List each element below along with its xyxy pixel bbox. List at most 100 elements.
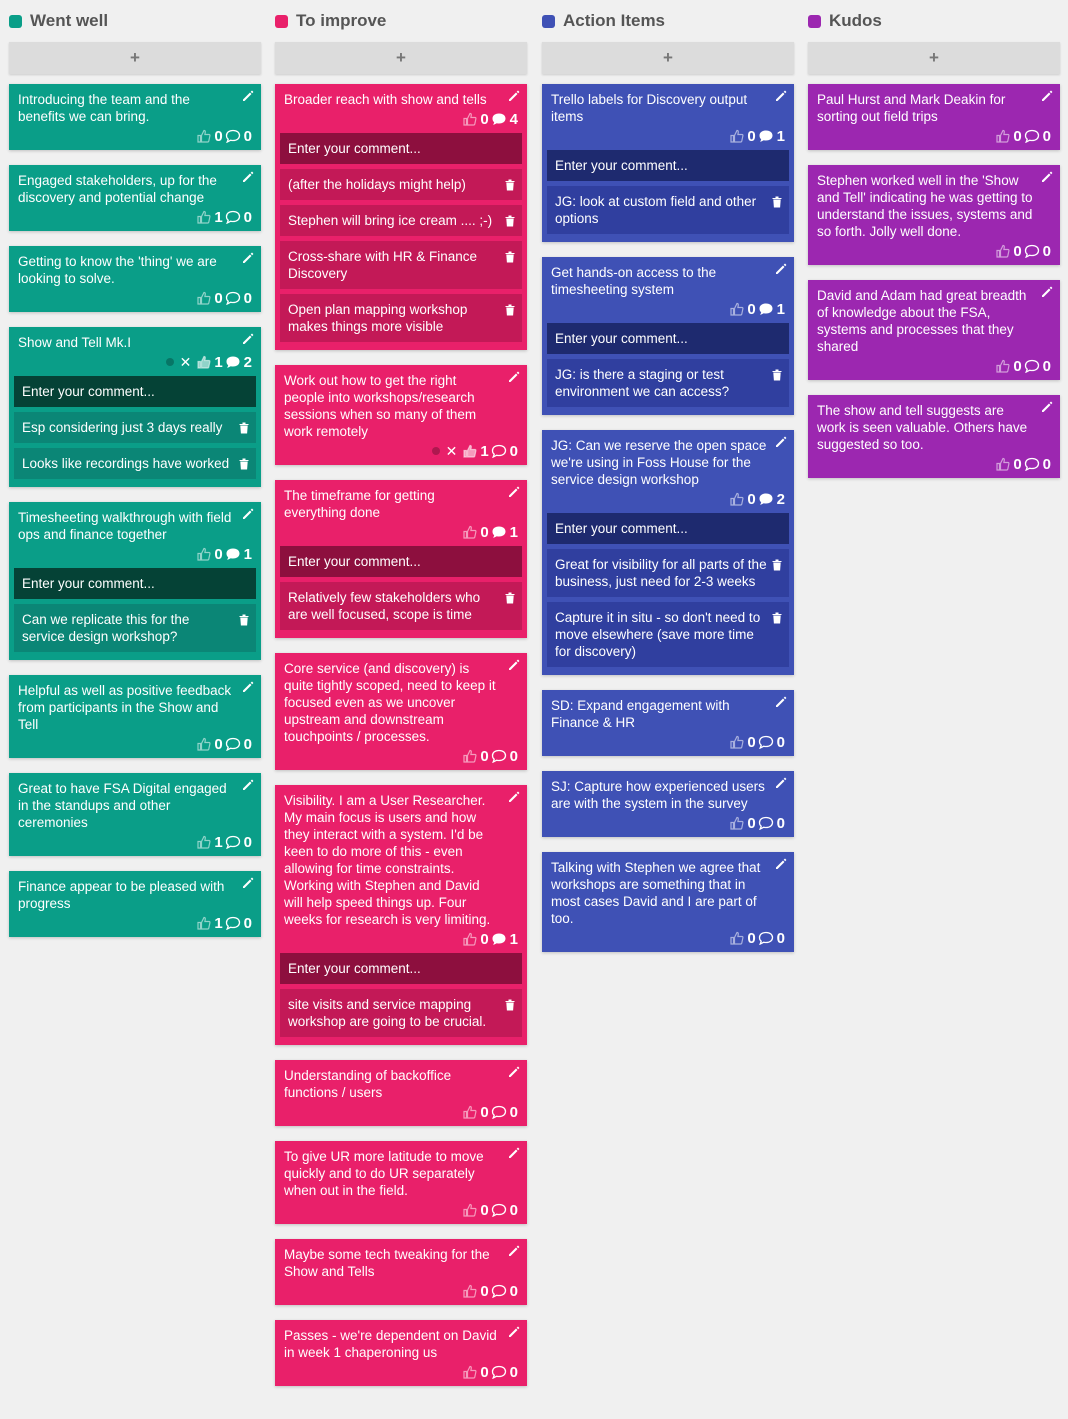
thumbs-up-icon[interactable]	[197, 547, 211, 561]
close-icon[interactable]: ✕	[179, 353, 192, 370]
trash-icon[interactable]	[239, 457, 249, 470]
add-card-button[interactable]: +	[542, 42, 794, 74]
comment-input[interactable]: Enter your comment...	[547, 513, 789, 544]
pencil-icon[interactable]	[508, 659, 520, 671]
comment-input[interactable]: Enter your comment...	[547, 150, 789, 181]
speech-bubble-icon[interactable]	[1024, 129, 1040, 144]
speech-bubble-icon[interactable]	[491, 932, 507, 946]
thumbs-up-icon[interactable]	[730, 129, 744, 143]
speech-bubble-icon[interactable]	[225, 547, 241, 561]
trash-icon[interactable]	[505, 250, 515, 263]
thumbs-up-icon[interactable]	[730, 302, 744, 316]
pencil-icon[interactable]	[508, 1326, 520, 1338]
pencil-icon[interactable]	[1041, 90, 1053, 102]
speech-bubble-icon[interactable]	[225, 210, 241, 225]
thumbs-up-icon[interactable]	[996, 457, 1010, 471]
pencil-icon[interactable]	[508, 791, 520, 803]
trash-icon[interactable]	[505, 303, 515, 316]
speech-bubble-icon[interactable]	[758, 492, 774, 506]
thumbs-up-icon[interactable]	[463, 112, 477, 126]
pencil-icon[interactable]	[242, 877, 254, 889]
speech-bubble-icon[interactable]	[225, 291, 241, 306]
pencil-icon[interactable]	[508, 1245, 520, 1257]
pencil-icon[interactable]	[508, 90, 520, 102]
speech-bubble-icon[interactable]	[491, 1365, 507, 1380]
speech-bubble-icon[interactable]	[1024, 244, 1040, 259]
speech-bubble-icon[interactable]	[491, 525, 507, 539]
thumbs-up-icon[interactable]	[996, 244, 1010, 258]
thumbs-up-icon[interactable]	[197, 129, 211, 143]
comment-input[interactable]: Enter your comment...	[14, 376, 256, 407]
speech-bubble-icon[interactable]	[225, 916, 241, 931]
speech-bubble-icon[interactable]	[1024, 457, 1040, 472]
pencil-icon[interactable]	[508, 371, 520, 383]
thumbs-up-icon[interactable]	[197, 916, 211, 930]
comment-input[interactable]: Enter your comment...	[280, 546, 522, 577]
add-card-button[interactable]: +	[275, 42, 527, 74]
comment-input[interactable]: Enter your comment...	[14, 568, 256, 599]
speech-bubble-icon[interactable]	[225, 737, 241, 752]
trash-icon[interactable]	[505, 178, 515, 191]
pencil-icon[interactable]	[242, 252, 254, 264]
thumbs-up-icon[interactable]	[197, 355, 211, 369]
add-card-button[interactable]: +	[9, 42, 261, 74]
trash-icon[interactable]	[239, 421, 249, 434]
speech-bubble-icon[interactable]	[225, 835, 241, 850]
speech-bubble-icon[interactable]	[491, 749, 507, 764]
comment-input[interactable]: Enter your comment...	[280, 133, 522, 164]
thumbs-up-icon[interactable]	[463, 749, 477, 763]
pencil-icon[interactable]	[242, 508, 254, 520]
speech-bubble-icon[interactable]	[1024, 359, 1040, 374]
speech-bubble-icon[interactable]	[491, 1105, 507, 1120]
thumbs-up-icon[interactable]	[463, 1365, 477, 1379]
thumbs-up-icon[interactable]	[996, 129, 1010, 143]
pencil-icon[interactable]	[775, 436, 787, 448]
thumbs-up-icon[interactable]	[197, 835, 211, 849]
pencil-icon[interactable]	[242, 779, 254, 791]
pencil-icon[interactable]	[242, 333, 254, 345]
pencil-icon[interactable]	[1041, 171, 1053, 183]
pencil-icon[interactable]	[1041, 286, 1053, 298]
trash-icon[interactable]	[239, 613, 249, 626]
speech-bubble-icon[interactable]	[225, 129, 241, 144]
comment-input[interactable]: Enter your comment...	[547, 323, 789, 354]
thumbs-up-icon[interactable]	[730, 816, 744, 830]
pencil-icon[interactable]	[508, 1147, 520, 1159]
speech-bubble-icon[interactable]	[758, 931, 774, 946]
pencil-icon[interactable]	[508, 1066, 520, 1078]
thumbs-up-icon[interactable]	[996, 359, 1010, 373]
trash-icon[interactable]	[505, 214, 515, 227]
speech-bubble-icon[interactable]	[491, 444, 507, 459]
add-card-button[interactable]: +	[808, 42, 1060, 74]
thumbs-up-icon[interactable]	[463, 1105, 477, 1119]
thumbs-up-icon[interactable]	[730, 492, 744, 506]
speech-bubble-icon[interactable]	[758, 816, 774, 831]
comment-input[interactable]: Enter your comment...	[280, 953, 522, 984]
thumbs-up-icon[interactable]	[463, 444, 477, 458]
pencil-icon[interactable]	[508, 486, 520, 498]
pencil-icon[interactable]	[775, 90, 787, 102]
speech-bubble-icon[interactable]	[758, 735, 774, 750]
trash-icon[interactable]	[772, 611, 782, 624]
trash-icon[interactable]	[505, 591, 515, 604]
speech-bubble-icon[interactable]	[758, 302, 774, 316]
pencil-icon[interactable]	[775, 263, 787, 275]
speech-bubble-icon[interactable]	[225, 355, 241, 369]
pencil-icon[interactable]	[1041, 401, 1053, 413]
speech-bubble-icon[interactable]	[758, 129, 774, 143]
pencil-icon[interactable]	[242, 171, 254, 183]
thumbs-up-icon[interactable]	[197, 291, 211, 305]
speech-bubble-icon[interactable]	[491, 1284, 507, 1299]
trash-icon[interactable]	[772, 558, 782, 571]
close-icon[interactable]: ✕	[445, 442, 458, 459]
pencil-icon[interactable]	[242, 90, 254, 102]
thumbs-up-icon[interactable]	[463, 1284, 477, 1298]
thumbs-up-icon[interactable]	[197, 737, 211, 751]
pencil-icon[interactable]	[775, 696, 787, 708]
pencil-icon[interactable]	[775, 777, 787, 789]
trash-icon[interactable]	[772, 195, 782, 208]
trash-icon[interactable]	[772, 368, 782, 381]
thumbs-up-icon[interactable]	[730, 931, 744, 945]
pencil-icon[interactable]	[242, 681, 254, 693]
thumbs-up-icon[interactable]	[197, 210, 211, 224]
